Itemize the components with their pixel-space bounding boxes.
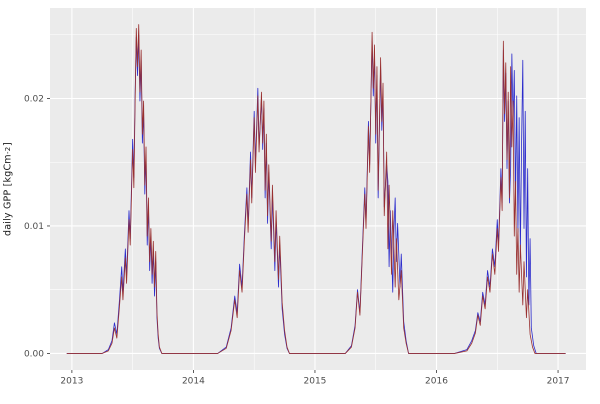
x-tick-label: 2014 xyxy=(182,377,205,387)
panel-background xyxy=(50,8,586,370)
series-darkred-line xyxy=(66,24,566,354)
y-axis-label-text: daily GPP [kgCm xyxy=(2,153,14,236)
y-axis-label: daily GPP [kgCm -2] xyxy=(0,0,16,378)
x-tick-label: 2016 xyxy=(425,377,448,387)
x-tick-label: 2015 xyxy=(304,377,327,387)
x-tick-label: 2017 xyxy=(547,377,570,387)
y-tick-label: 0.00 xyxy=(24,349,44,359)
y-axis-label-suffix: ] xyxy=(2,142,14,147)
y-axis-label-superscript: -2 xyxy=(4,146,12,154)
y-tick-label: 0.02 xyxy=(24,95,44,105)
y-tick-label: 0.01 xyxy=(24,222,44,232)
x-tick-label: 2013 xyxy=(60,377,83,387)
